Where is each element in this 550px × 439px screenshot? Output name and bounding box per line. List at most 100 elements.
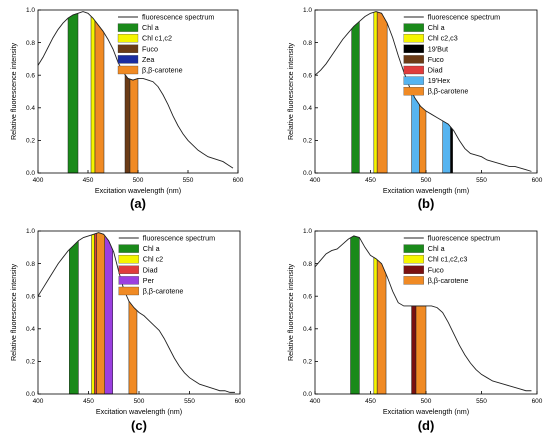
band-1-7 [376,11,388,174]
legend-label: β,β-carotene [142,66,183,75]
y-tick-label: 0.6 [26,293,35,300]
legend-label: fluorescence spectrum [428,234,500,243]
legend-swatch [118,255,139,264]
legend-label: fluorescence spectrum [142,13,214,22]
x-tick-label: 450 [365,398,376,405]
legend-label: Fuco [428,55,444,64]
band-1-2 [450,126,453,174]
x-tick-label: 400 [310,398,321,405]
x-tick-label: 600 [233,177,244,184]
y-tick-label: 0.2 [303,138,312,145]
legend-label: β,β-carotene [428,87,469,96]
legend-label: Diad [143,265,158,274]
band-1-1 [373,11,378,174]
y-tick-label: 0.8 [303,261,312,268]
band-0-1 [90,15,96,174]
chart-panel-d: 400 450 500 550 600 0.0 0.2 0.4 0.6 0.8 1.0 Excitat… [286,228,543,433]
panel-label: (a) [130,196,146,211]
legend-swatch [403,76,424,85]
x-tick-label: 600 [532,398,543,405]
y-tick-label: 0.8 [303,40,312,47]
x-tick-label: 550 [476,398,487,405]
panel-label: (d) [418,418,435,433]
legend-label: 19'But [428,44,448,53]
legend-swatch [118,265,139,274]
band-2-4 [96,232,105,395]
y-tick-label: 0.8 [26,261,35,268]
x-tick-label: 550 [476,177,487,184]
legend-swatch [403,55,424,64]
legend-label: Chl c1,c2 [142,34,172,43]
band-1-6 [442,120,451,174]
y-tick-label: 0.0 [26,170,35,177]
legend-label: Chl c2 [143,255,163,264]
y-tick-label: 1.0 [303,228,312,235]
y-axis-label: Relative fluorescence intensity [9,264,18,361]
legend-label: Chl a [428,244,445,253]
legend-swatch [117,44,139,53]
legend-swatch [403,276,424,285]
y-tick-label: 0.4 [26,105,35,112]
y-tick-label: 1.0 [26,228,35,235]
legend-swatch [403,87,424,96]
legend-label: Fuco [142,44,158,53]
band-0-2 [124,73,131,174]
y-tick-label: 0.6 [26,72,35,79]
band-3-3 [376,259,387,395]
chart-panel-b: 400 450 500 550 600 0.0 0.2 0.4 0.6 0.8 1.0 Excitat… [286,7,543,211]
x-tick-label: 450 [83,398,94,405]
band-3-4 [415,305,427,395]
band-3-1 [373,256,378,395]
legend-swatch [403,65,424,75]
band-2-5 [128,300,138,395]
band-2-3 [104,234,113,395]
y-tick-label: 0.4 [303,105,312,112]
legend-label: 19'Hex [428,76,451,85]
legend-label: Chl a [142,23,159,32]
x-axis-label: Excitation wavelength (nm) [383,407,469,416]
legend-label: Per [143,276,155,285]
x-axis-label: Excitation wavelength (nm) [383,186,469,195]
x-tick-label: 400 [33,398,44,405]
y-axis-label: Relative fluorescence intensity [286,264,295,361]
band-2-0 [69,240,79,395]
x-tick-label: 450 [365,177,376,184]
y-tick-label: 0.2 [303,359,312,366]
legend-label: Fuco [428,265,444,274]
legend-swatch [403,265,424,274]
chart-panel-a: 400 450 500 550 600 0.0 0.2 0.4 0.6 0.8 1.0 Excitat… [9,7,244,211]
x-tick-label: 500 [133,177,144,184]
y-tick-label: 0.0 [303,170,312,177]
legend-swatch [117,55,139,64]
legend-swatch [403,244,424,253]
y-tick-label: 0.4 [26,326,35,333]
legend-swatch [117,23,139,32]
band-3-2 [411,305,417,395]
legend-label: Chl c1,c2,c3 [428,255,468,264]
y-tick-label: 0.2 [26,138,35,145]
band-0-4 [94,20,105,174]
chart-panel-c: 400 450 500 550 600 0.0 0.2 0.4 0.6 0.8 1.0 Excitat… [9,228,246,433]
x-tick-label: 500 [421,177,432,184]
legend-swatch [403,255,424,264]
legend-swatch [403,23,424,32]
x-axis-label: Excitation wavelength (nm) [95,186,181,195]
panel-label: (c) [131,418,147,433]
x-tick-label: 400 [33,177,44,184]
y-tick-label: 1.0 [26,7,35,14]
y-axis-label: Relative fluorescence intensity [286,43,295,140]
band-2-1 [91,233,95,395]
y-tick-label: 0.0 [303,391,312,398]
legend-label: Chl a [428,23,445,32]
legend-label: fluorescence spectrum [143,234,215,243]
y-axis-label: Relative fluorescence intensity [9,43,18,140]
x-tick-label: 600 [235,398,246,405]
y-tick-label: 0.2 [26,359,35,366]
legend-label: fluorescence spectrum [428,13,500,22]
x-tick-label: 450 [83,177,94,184]
band-1-8 [419,103,427,174]
spectrum-line [314,11,532,172]
